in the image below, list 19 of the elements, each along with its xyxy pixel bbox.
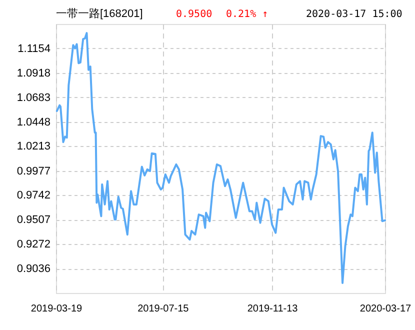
y-tick-label: 0.9036 (16, 263, 50, 276)
y-tick-label: 0.9742 (16, 190, 50, 202)
y-tick-label: 0.9272 (16, 238, 50, 251)
y-tick-label: 1.0448 (16, 116, 50, 128)
chart-title: 一带一路[168201] (56, 7, 143, 20)
y-tick-label: 1.0683 (16, 92, 50, 104)
y-tick-label: 0.9977 (16, 165, 50, 178)
text: 0.9500 (176, 9, 212, 20)
text: 0.21% ↑ (226, 9, 268, 20)
x-tick-label: 2019-03-19 (30, 304, 83, 314)
y-tick-label: 1.0213 (16, 140, 50, 153)
y-tick-label: 0.9507 (16, 214, 50, 226)
text: 2020-03-17 15:00 (306, 9, 402, 20)
line-series (56, 32, 386, 284)
x-tick-label: 2020-03-17 (360, 304, 412, 314)
x-tick-label: 2019-07-15 (138, 304, 190, 314)
y-tick-label: 1.0918 (16, 67, 50, 80)
y-tick-label: 1.1154 (18, 42, 50, 55)
x-tick-label: 2019-11-13 (247, 304, 298, 314)
